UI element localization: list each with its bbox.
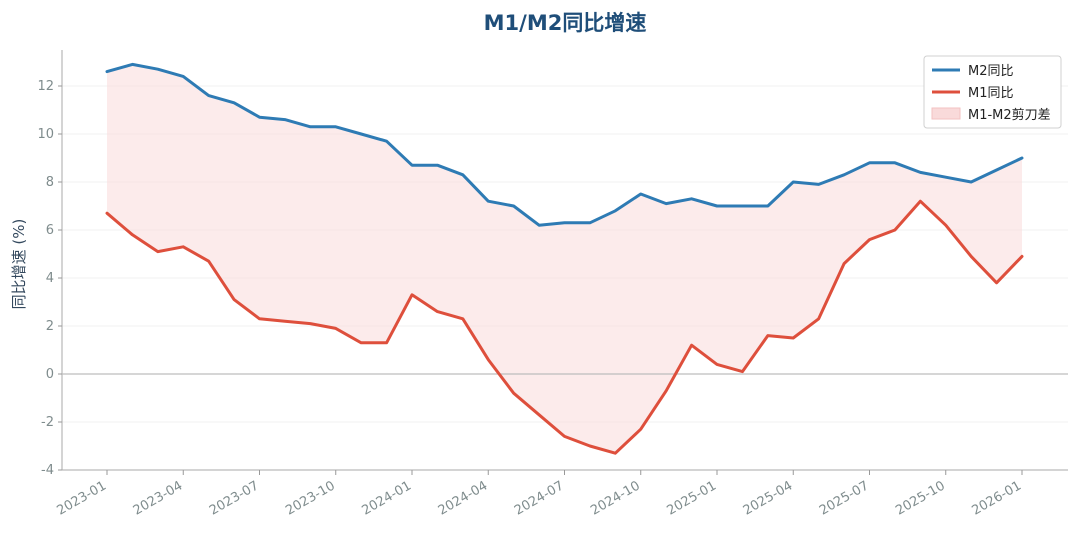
chart-title: M1/M2同比增速 bbox=[484, 11, 647, 35]
x-tick-label: 2025-04 bbox=[741, 478, 796, 518]
y-tick-label: 4 bbox=[46, 271, 54, 286]
x-tick-label: 2025-10 bbox=[893, 478, 948, 518]
y-tick-label: 12 bbox=[37, 79, 54, 94]
x-tick-label: 2024-10 bbox=[588, 478, 643, 518]
x-ticks: 2023-01 2023-04 2023-07 2023-10 2024-01 2024-… bbox=[54, 470, 1024, 519]
x-tick-label: 2025-07 bbox=[817, 478, 872, 518]
y-tick-label: -2 bbox=[41, 415, 54, 430]
series-layer bbox=[105, 62, 1024, 455]
legend-swatch-gap bbox=[931, 107, 961, 120]
legend-label-m1: M1同比 bbox=[968, 86, 1014, 101]
scissors-gap-area bbox=[107, 64, 1022, 454]
scissors-gap-area-layer bbox=[107, 64, 1022, 454]
x-tick-label: 2023-10 bbox=[283, 478, 338, 518]
x-tick-label: 2025-01 bbox=[664, 478, 719, 518]
y-tick-label: 10 bbox=[37, 127, 54, 142]
legend: M2同比 M1同比 M1-M2剪刀差 bbox=[923, 55, 1062, 129]
y-tick-label: 0 bbox=[46, 367, 54, 382]
x-tick-label: 2023-01 bbox=[54, 478, 109, 518]
x-tick-label: 2024-01 bbox=[359, 478, 414, 518]
y-tick-label: 2 bbox=[46, 319, 54, 334]
x-tick-label: 2023-04 bbox=[131, 478, 186, 518]
y-ticks: -4 -2 0 2 4 6 8 10 12 bbox=[37, 79, 62, 478]
x-tick-label: 2024-07 bbox=[512, 478, 567, 518]
x-tick-label: 2024-04 bbox=[436, 478, 491, 518]
y-tick-label: 8 bbox=[46, 175, 54, 190]
y-axis-label: 同比增速 (%) bbox=[10, 219, 28, 310]
y-tick-label: 6 bbox=[46, 223, 54, 238]
x-tick-label: 2023-07 bbox=[207, 478, 262, 518]
legend-label-gap: M1-M2剪刀差 bbox=[968, 107, 1051, 123]
series-line-m1 bbox=[105, 199, 1024, 455]
y-tick-label: -4 bbox=[41, 463, 54, 478]
series-line-m2 bbox=[105, 62, 1024, 227]
x-tick-label: 2026-01 bbox=[969, 478, 1024, 518]
legend-label-m2: M2同比 bbox=[968, 64, 1014, 79]
